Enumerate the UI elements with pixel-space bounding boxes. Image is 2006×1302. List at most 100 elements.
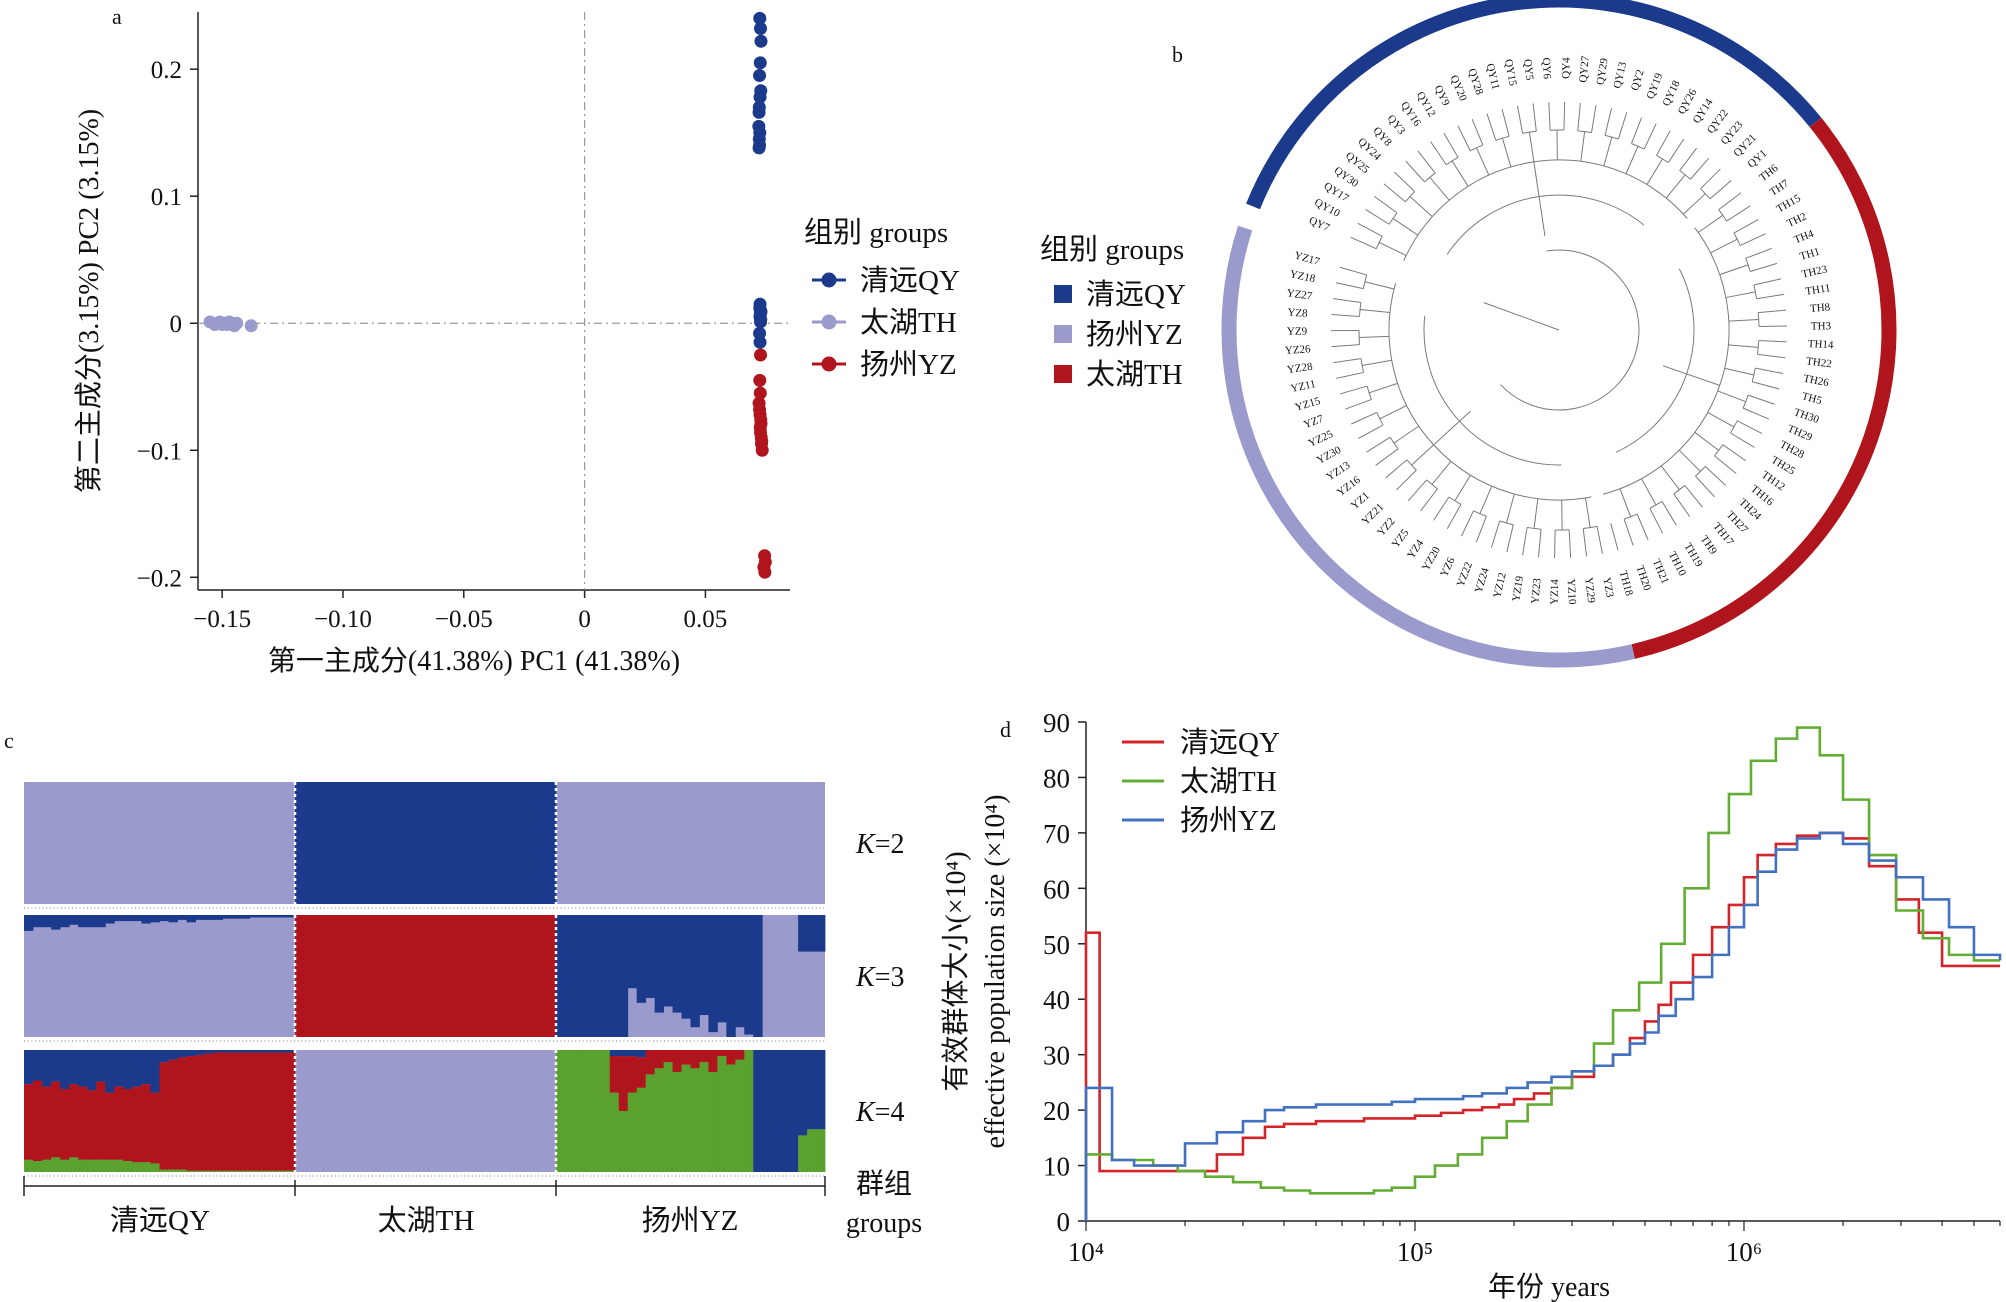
admix-bar-segment [556, 1050, 566, 1172]
tree-tip-branch [1695, 475, 1715, 498]
admix-bar-segment [42, 1086, 52, 1160]
admix-bar-segment [195, 1054, 206, 1171]
psmc-x-tick-label: 10⁶ [1726, 1237, 1762, 1267]
tree-tip-label: YZ8 [1287, 307, 1308, 320]
psmc-y-tick-label: 90 [1043, 708, 1070, 738]
tree-clade-arc [1362, 274, 1368, 289]
admix-bar-segment [609, 1092, 620, 1172]
tree-clade-arc [1631, 143, 1645, 150]
tree-tip-branch [1336, 371, 1364, 379]
tree-tip-branch [1538, 529, 1542, 558]
admix-bar-segment [249, 1052, 260, 1171]
admix-bar-segment [627, 915, 638, 989]
admix-bar-segment [538, 915, 548, 1037]
tree-clade-stem [1724, 367, 1754, 376]
admix-bar-segment [295, 915, 305, 1037]
admix-bar-segment [285, 915, 296, 918]
tree-tip-label: TH14 [1807, 338, 1834, 351]
tree-tip-branch [1631, 117, 1643, 144]
psmc-y-tick-label: 40 [1043, 985, 1070, 1015]
pca-x-tick-label: −0.10 [314, 606, 372, 633]
pca-point [230, 316, 244, 330]
admix-bar-segment [87, 1090, 97, 1160]
tree-tip-label: TH29 [1786, 423, 1815, 444]
admix-bar-segment [726, 1064, 736, 1172]
admix-bar-segment [408, 782, 418, 904]
admix-bar-segment [564, 915, 575, 1037]
psmc-y-tick-label: 0 [1057, 1207, 1071, 1237]
admix-bar-segment [168, 1169, 178, 1172]
effective-population-panel: 0 10 20 30 40 50 60 70 80 90 10⁴ 10⁵ 10⁶ 年份 years 有效群体… [940, 708, 2002, 1302]
tree-tip-label: TH5 [1801, 390, 1824, 407]
admix-bar-segment [744, 915, 754, 1035]
tree-clade-arc [1448, 496, 1462, 505]
admix-bar-segment [150, 915, 160, 923]
admix-bar-segment [267, 915, 278, 918]
tree-tip-branch [1753, 278, 1782, 286]
admix-bar-segment [78, 1086, 88, 1160]
panel-d-label: d [1000, 717, 1011, 742]
admix-bar-segment [60, 1050, 70, 1090]
tree-tip-branch [1750, 262, 1778, 273]
admix-bar-segment [672, 915, 682, 1013]
admix-bar-segment [204, 1170, 215, 1172]
admix-bar-segment [240, 1050, 251, 1053]
panel-a-label: a [112, 4, 122, 29]
admix-bar-segment [460, 915, 470, 1037]
tree-clade-stem [1431, 460, 1452, 485]
tree-tip-label: QY11 [1484, 62, 1502, 91]
tree-clade-stem [1505, 493, 1515, 524]
tree-clade-stem [1728, 319, 1759, 322]
tree-clade-stem [1392, 218, 1419, 236]
pca-point [753, 335, 767, 349]
admix-bar-segment [60, 915, 70, 928]
admix-bar-segment [636, 1087, 647, 1172]
admix-bar-segment [69, 915, 79, 925]
tree-tip-label: QY13 [1611, 60, 1629, 89]
admix-bar-segment [591, 915, 602, 1037]
pca-scatter-panel: −0.15 −0.10 −0.05 0 0.05−0.2−0.100.10.2第一主成分… [73, 11, 960, 677]
admix-bar-segment [816, 1129, 826, 1172]
admix-bar-segment [564, 1050, 575, 1172]
admix-bar-segment [24, 1159, 34, 1172]
admix-bar-segment [258, 1052, 269, 1171]
tree-tip-branch [1667, 138, 1685, 163]
tree-tip-branch [1443, 132, 1459, 158]
psmc-y-tick-label: 80 [1043, 763, 1070, 793]
admix-k-value: =3 [875, 962, 905, 993]
admix-bar-segment [495, 782, 505, 904]
tree-tip-branch [1755, 367, 1783, 374]
admix-bar-segment [258, 1170, 269, 1172]
tree-tip-label: TH3 [1811, 320, 1832, 332]
tree-tip-branch [1684, 485, 1703, 508]
admix-bar-segment [51, 1157, 61, 1172]
tree-tip-label: YZ2 [1375, 516, 1397, 539]
pca-point [753, 373, 767, 387]
pca-point [752, 105, 766, 119]
admix-bar-segment [303, 782, 313, 904]
admix-bar-segment [399, 782, 409, 904]
tree-tip-label: TH8 [1810, 301, 1832, 315]
admix-bar-segment [285, 1170, 296, 1172]
admix-bar-segment [627, 1056, 638, 1093]
tree-tip-branch [1617, 112, 1628, 140]
admix-bar-segment [434, 782, 444, 904]
tree-clade-stem [1479, 485, 1493, 514]
admix-bar-segment [512, 782, 522, 904]
tree-subclade-arc [1423, 315, 1562, 466]
tree-clade-arc [1358, 330, 1361, 345]
tree-clade-stem [1725, 291, 1756, 299]
tree-clade-arc [1679, 170, 1691, 180]
admix-group-label: 太湖TH [378, 1204, 475, 1237]
admix-bar-segment [529, 782, 539, 904]
admix-bar-segment [373, 915, 383, 1037]
tree-clade-stem [1603, 136, 1613, 167]
tree-clade-stem [1411, 444, 1435, 466]
tree-clade-arc [1604, 134, 1619, 140]
admix-bar-segment [33, 1161, 43, 1172]
tree-tip-label: YZ12 [1491, 571, 1509, 599]
admix-bar-segment [123, 915, 133, 922]
tree-tip-branch [1718, 192, 1742, 211]
